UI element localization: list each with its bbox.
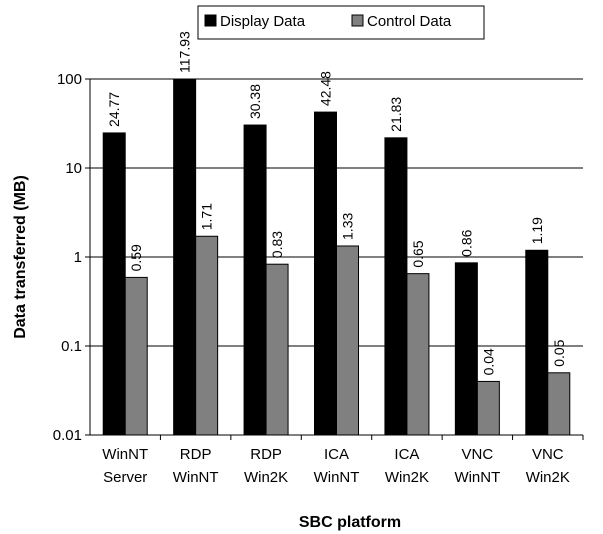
x-category-label: ICA — [394, 446, 419, 463]
x-category-label: ICA — [324, 446, 349, 463]
bar-display-data — [314, 111, 337, 436]
x-category-label: WinNT — [314, 469, 360, 486]
data-label: 1.33 — [340, 213, 356, 240]
data-label: 0.65 — [410, 240, 426, 267]
y-tick-label: 10 — [65, 160, 82, 177]
data-label: 0.86 — [458, 229, 474, 256]
bar-control-data — [124, 276, 148, 436]
x-axis-title: SBC platform — [299, 514, 401, 531]
legend-swatch-control — [351, 14, 364, 27]
y-axis-title: Data transferred (MB) — [12, 175, 29, 339]
bar-display-data — [525, 249, 549, 436]
legend-swatch-display — [204, 14, 217, 27]
legend-label-control: Control Data — [367, 13, 452, 30]
bar-display-data — [384, 137, 408, 436]
data-label: 117.93 — [177, 31, 193, 73]
data-label: 30.38 — [247, 84, 263, 119]
data-label: 0.83 — [269, 231, 285, 258]
bar-control-data — [547, 372, 571, 436]
x-category-label: RDP — [250, 446, 282, 463]
bar-control-data — [336, 245, 359, 436]
data-label: 1.71 — [199, 203, 215, 230]
y-tick-label: 0.1 — [61, 338, 82, 355]
data-label: 21.83 — [388, 97, 404, 132]
bar-display-data — [102, 132, 126, 436]
data-label: 0.59 — [128, 244, 144, 271]
data-label: 42.48 — [318, 71, 334, 106]
bar-control-data — [476, 380, 500, 436]
x-category-label: Win2K — [385, 469, 429, 486]
x-category-label: WinNT — [173, 469, 219, 486]
y-tick-label: 0.01 — [53, 427, 82, 444]
x-category-label: RDP — [180, 446, 212, 463]
y-tick-label: 100 — [57, 71, 82, 88]
bar-control-data — [195, 235, 219, 436]
bar-control-data — [406, 273, 430, 436]
legend: Display Data Control Data — [197, 5, 485, 40]
x-category-label: WinNT — [454, 469, 500, 486]
legend-frame — [197, 5, 485, 40]
x-category-label: Server — [103, 469, 147, 486]
x-category-label: Win2K — [244, 469, 288, 486]
x-category-label: WinNT — [102, 446, 148, 463]
data-label: 0.04 — [480, 348, 496, 375]
x-category-label: Win2K — [526, 469, 570, 486]
legend-label-display: Display Data — [220, 13, 306, 30]
bar-display-data — [173, 78, 197, 436]
data-label: 24.77 — [106, 92, 122, 127]
bar-control-data — [265, 263, 289, 436]
x-category-label: VNC — [462, 446, 494, 463]
y-tick-label: 1 — [74, 249, 82, 266]
x-category-label: VNC — [532, 446, 564, 463]
data-label: 0.05 — [551, 339, 567, 366]
bar-display-data — [243, 124, 267, 436]
bar-display-data — [454, 262, 478, 436]
data-label: 1.19 — [529, 217, 545, 244]
